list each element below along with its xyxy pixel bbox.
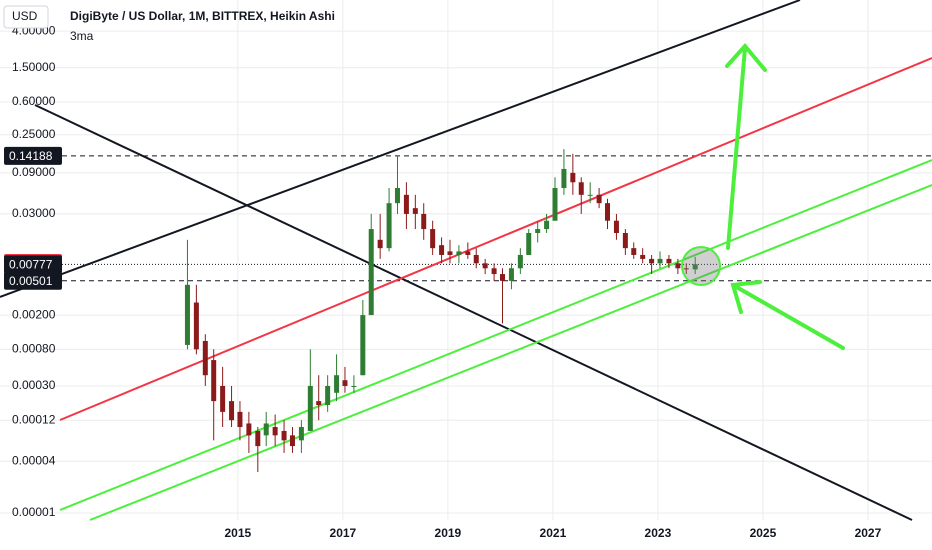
candle-body [544,220,550,230]
candle-body [334,375,340,393]
price-label-box [4,255,62,274]
candle-body [692,264,698,270]
candle-body [683,268,689,270]
x-tick-label: 2023 [645,526,672,540]
candle-body [447,251,453,255]
x-tick-label: 2025 [750,526,777,540]
candles [184,149,698,472]
pointer-arrow [730,280,845,350]
candle-body [386,203,392,249]
candle-body [255,430,261,447]
upper-trendline [0,0,801,298]
candle-body [526,233,532,255]
price-label: 0.14188 [9,149,53,163]
y-tick-label: 0.00001 [12,505,56,519]
axes: 4.000001.500000.600000.250000.090000.030… [4,23,882,540]
y-tick-label: 0.00012 [12,412,56,426]
candle-body [430,229,436,249]
candle-body [465,251,471,255]
currency-box [3,5,49,29]
price-label: 0.00777 [9,258,53,272]
currency: USD [12,9,38,23]
candle-body [570,172,576,183]
y-tick-label: 0.25000 [12,127,56,141]
candle-body [193,302,199,350]
candle-body [605,203,611,221]
y-tick-label: 0.00200 [12,307,56,321]
price-label-box [4,146,62,165]
candle-body [640,254,646,259]
y-tick-label: 0.09000 [12,165,56,179]
up-arrow [725,42,767,250]
y-tick-label: 0.00080 [12,341,56,355]
candle-body [360,315,366,376]
candle-body [491,268,497,275]
candle-body [561,168,567,189]
candle-body [237,411,243,428]
candle-body [508,268,514,281]
grid [0,0,932,520]
candle-body [631,248,637,255]
candle-body [307,385,313,431]
candle-body [368,229,374,316]
candle-body [325,385,331,406]
candle-body [439,245,445,255]
candle-body [622,233,628,249]
x-tick-label: 2015 [225,526,252,540]
candle-body [316,401,322,406]
candle-body [587,194,593,196]
x-tick-label: 2027 [855,526,882,540]
x-tick-label: 2017 [330,526,357,540]
candle-body [289,435,295,447]
y-tick-label: 1.50000 [12,60,56,74]
candle-body [657,258,663,264]
candle-body [675,263,681,269]
candle-body [403,194,409,214]
candle-body [666,258,672,264]
highlight-circle [681,246,721,286]
candle-body [456,251,462,255]
candle-body [184,284,190,345]
green-channel-upper [59,159,932,511]
candle-body [649,258,655,264]
x-tick-label: 2019 [435,526,462,540]
candle-body [263,423,269,436]
candle-body [272,427,278,436]
price-label: 0.00501 [9,274,53,288]
descending-trendline [34,104,913,521]
y-tick-label: 0.03000 [12,206,56,220]
candle-body [377,239,383,249]
candle-body [517,254,523,269]
candle-body [220,385,226,412]
candle-body [246,423,252,436]
candle-body [351,385,357,387]
x-tick-label: 2021 [540,526,567,540]
candle-body [473,254,479,264]
y-tick-label: 0.00030 [12,378,56,392]
candle-body [211,360,217,402]
candle-body [298,427,304,441]
candle-body [596,194,602,204]
chart-title: DigiByte / US Dollar, 1M, BITTREX, Heiki… [70,9,335,23]
indicator: 3ma [70,29,94,43]
price-label-box [4,271,62,290]
candle-body [394,188,400,204]
candle-body [412,208,418,214]
candle-body [552,188,558,221]
candle-body [202,340,208,376]
green-channel-lower [89,184,932,521]
candle-body [613,220,619,234]
candle-body [281,430,287,441]
candle-body [482,263,488,269]
candle-body [229,401,235,421]
candle-body [342,380,348,386]
candle-body [535,229,541,234]
y-tick-label: 0.60000 [12,94,56,108]
candle-body [421,213,427,230]
candle-body [578,182,584,195]
candle-body [499,274,505,281]
y-tick-label: 0.00004 [12,453,56,467]
